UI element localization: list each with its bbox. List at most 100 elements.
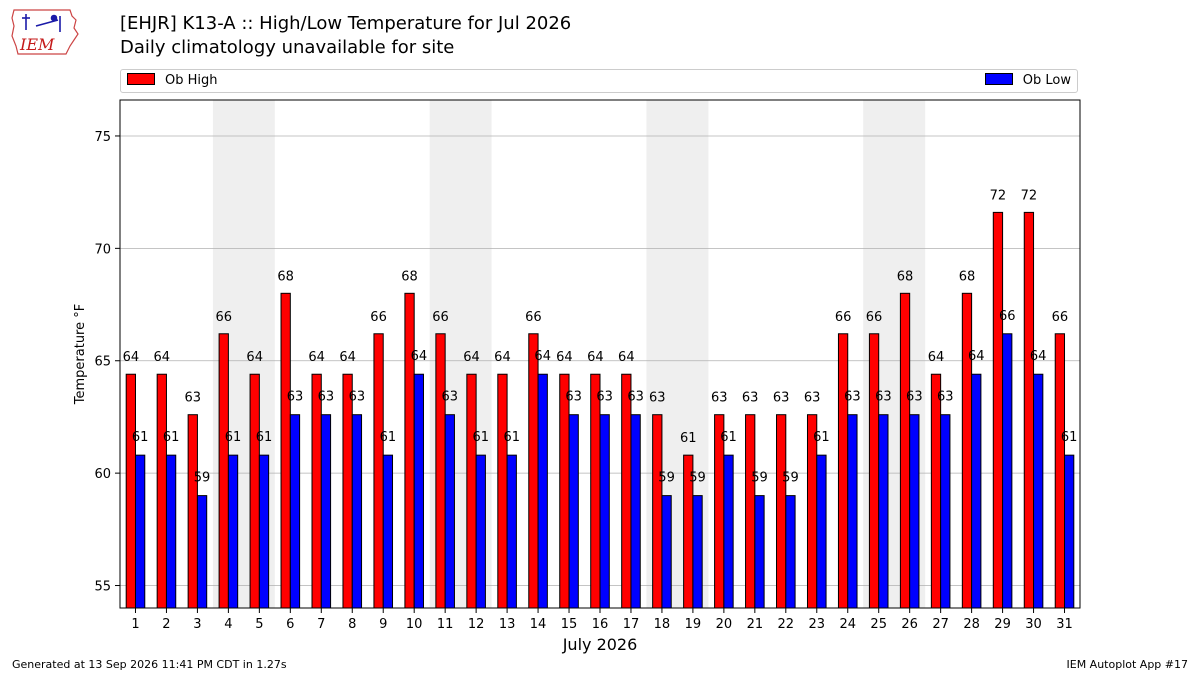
bar-low xyxy=(351,414,363,609)
data-label-low: 63 xyxy=(937,390,954,405)
bar-low xyxy=(258,454,270,609)
x-tick-label: 8 xyxy=(348,617,356,632)
bar-high xyxy=(187,414,198,609)
data-label-high: 66 xyxy=(1052,310,1069,325)
data-label-high: 64 xyxy=(123,350,140,365)
y-tick-label: 60 xyxy=(94,467,111,482)
x-tick-label: 1 xyxy=(131,617,139,632)
data-label-high: 64 xyxy=(587,350,604,365)
legend-label-low: Ob Low xyxy=(1022,73,1071,88)
data-label-low: 61 xyxy=(225,430,242,445)
data-label-high: 61 xyxy=(680,431,697,446)
x-tick-label: 22 xyxy=(778,617,795,632)
bar-high xyxy=(404,292,415,609)
data-label-low: 61 xyxy=(473,430,490,445)
bar-high xyxy=(868,333,880,609)
bar-low xyxy=(289,414,301,609)
data-label-low: 61 xyxy=(503,430,520,445)
bar-high xyxy=(218,333,229,609)
x-tick-label: 14 xyxy=(530,617,547,632)
app-credit: IEM Autoplot App #17 xyxy=(1066,658,1189,671)
data-label-low: 64 xyxy=(411,349,428,364)
data-label-high: 64 xyxy=(308,350,325,365)
data-label-high: 68 xyxy=(277,269,294,284)
legend-item-low: Ob Low xyxy=(984,73,1071,88)
data-label-low: 63 xyxy=(442,390,459,405)
bar-high xyxy=(373,333,384,609)
data-label-high: 63 xyxy=(773,391,790,406)
data-label-high: 66 xyxy=(866,310,883,325)
data-label-high: 68 xyxy=(897,269,914,284)
data-label-low: 64 xyxy=(968,349,985,364)
x-tick-label: 28 xyxy=(963,617,980,632)
data-label-low: 64 xyxy=(1030,349,1047,364)
data-label-low: 63 xyxy=(906,390,923,405)
data-label-high: 64 xyxy=(463,350,480,365)
bar-high xyxy=(280,292,291,609)
bar-high xyxy=(992,211,1004,609)
bar-high xyxy=(899,292,911,609)
legend: Ob High Ob Low xyxy=(120,69,1078,93)
data-label-low: 63 xyxy=(875,390,892,405)
bar-low xyxy=(196,495,208,609)
x-tick-label: 12 xyxy=(468,617,485,632)
data-label-high: 64 xyxy=(494,350,511,365)
chart-title: [EHJR] K13-A :: High/Low Temperature for… xyxy=(120,13,572,34)
x-tick-label: 4 xyxy=(224,617,232,632)
data-label-low: 63 xyxy=(844,390,861,405)
iem-logo: IEM xyxy=(11,9,79,55)
bar-high xyxy=(961,292,973,609)
data-label-low: 63 xyxy=(627,390,644,405)
data-label-high: 66 xyxy=(525,310,542,325)
data-label-high: 66 xyxy=(370,310,387,325)
bar-low xyxy=(971,373,982,609)
y-tick-label: 75 xyxy=(94,130,111,145)
bar-low xyxy=(661,495,672,609)
data-label-low: 59 xyxy=(658,471,675,486)
data-label-high: 64 xyxy=(618,350,635,365)
data-label-high: 63 xyxy=(742,391,759,406)
bar-low xyxy=(878,414,889,609)
bar-high xyxy=(930,373,942,609)
y-tick-label: 55 xyxy=(94,580,111,595)
data-label-high: 63 xyxy=(649,391,666,406)
data-label-low: 63 xyxy=(318,390,335,405)
bar-high xyxy=(249,373,260,609)
legend-item-high: Ob High xyxy=(127,73,218,88)
data-label-low: 59 xyxy=(689,471,706,486)
x-tick-label: 6 xyxy=(286,617,294,632)
data-label-low: 61 xyxy=(132,430,149,445)
x-tick-label: 10 xyxy=(406,617,423,632)
bar-low xyxy=(506,454,517,609)
data-label-low: 63 xyxy=(287,390,304,405)
bar-low xyxy=(816,454,827,609)
bar-low xyxy=(754,495,765,609)
x-tick-label: 5 xyxy=(255,617,263,632)
x-tick-label: 9 xyxy=(379,617,387,632)
bar-high xyxy=(466,373,477,609)
legend-label-high: Ob High xyxy=(165,73,218,88)
x-tick-label: 26 xyxy=(901,617,918,632)
y-tick-label: 70 xyxy=(94,242,111,257)
bar-low xyxy=(444,414,455,609)
bar-high xyxy=(435,333,446,609)
bar-high xyxy=(590,373,601,609)
x-axis-label: July 2026 xyxy=(562,635,638,654)
chart-subtitle: Daily climatology unavailable for site xyxy=(120,37,455,58)
data-label-low: 59 xyxy=(751,471,768,486)
bar-low xyxy=(630,414,641,609)
bar-high xyxy=(1023,211,1035,609)
bar-low xyxy=(227,454,239,609)
x-tick-label: 11 xyxy=(437,617,454,632)
bar-high xyxy=(621,373,632,609)
data-label-low: 64 xyxy=(534,349,551,364)
data-label-high: 64 xyxy=(556,350,573,365)
bar-low xyxy=(537,373,548,609)
bar-high xyxy=(342,373,353,609)
data-label-low: 63 xyxy=(565,390,582,405)
bar-high xyxy=(776,414,787,609)
data-label-high: 72 xyxy=(990,188,1007,203)
bar-high xyxy=(1054,333,1066,609)
data-label-high: 64 xyxy=(928,350,945,365)
bar-low xyxy=(320,414,332,609)
